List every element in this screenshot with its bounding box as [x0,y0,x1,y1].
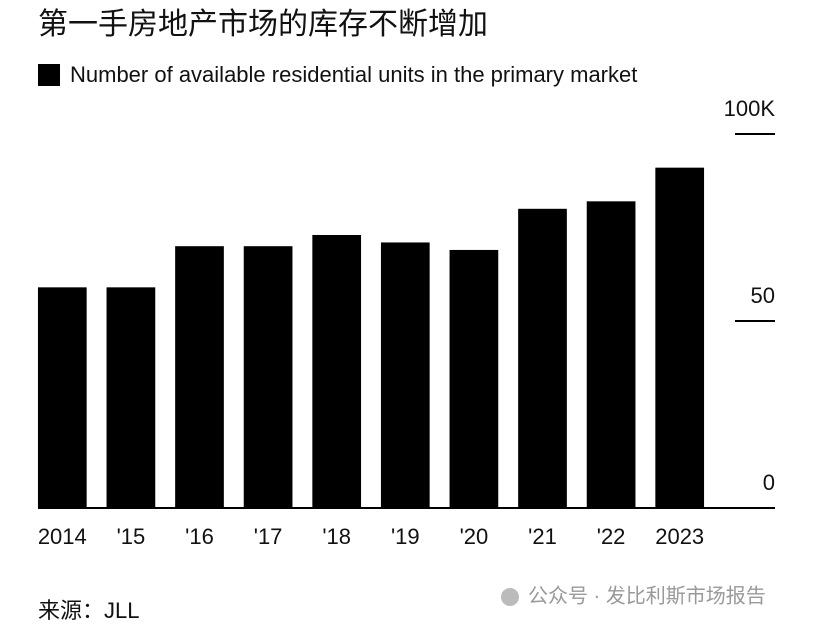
y-tick-label: 50 [751,283,775,308]
bar [243,246,293,508]
bar [449,249,499,508]
legend-swatch [38,64,60,86]
x-tick-label: '16 [185,524,214,549]
x-tick-label: '20 [460,524,489,549]
x-tick-label: 2023 [655,524,704,549]
bar [175,246,224,508]
bar [380,242,430,508]
x-tick-label: 2014 [38,524,87,549]
x-tick-label: '17 [254,524,283,549]
x-tick-label: '21 [528,524,557,549]
y-tick-label: 0 [763,470,775,495]
x-tick-label: '18 [322,524,351,549]
watermark: 公众号 · 发比利斯市场报告 [528,584,766,607]
watermark-icon [501,588,519,606]
bar [37,287,87,508]
source: 来源：JLL [38,598,139,623]
bar [655,167,705,508]
bar [518,208,567,509]
chart-title: 第一手房地产市场的库存不断增加 [38,8,488,41]
bar [312,234,362,509]
bar [106,287,156,508]
y-tick-label: 100K [724,96,776,121]
x-tick-label: '15 [117,524,146,549]
x-tick-label: '19 [391,524,420,549]
x-tick-label: '22 [597,524,626,549]
legend-label: Number of available residential units in… [70,62,637,87]
bar [586,201,636,508]
